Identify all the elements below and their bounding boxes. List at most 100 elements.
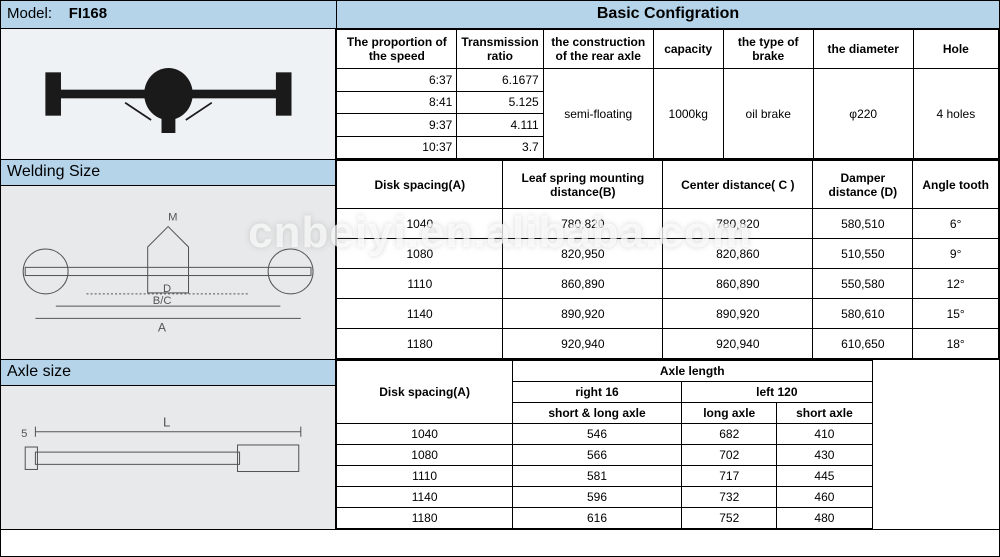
th-ratio: Transmission ratio: [457, 30, 543, 69]
svg-text:B/C: B/C: [153, 295, 172, 307]
svg-text:5: 5: [21, 428, 27, 440]
cell: 4.111: [457, 114, 543, 136]
cell: 410: [777, 424, 872, 445]
section-welding: Welding Size A B/C D M Dis: [1, 160, 999, 360]
cell: 920,940: [663, 329, 813, 359]
ah-disk: Disk spacing(A): [337, 361, 513, 424]
cell: 460: [777, 487, 872, 508]
th-diameter: the diameter: [813, 30, 913, 69]
cell: 1110: [337, 269, 503, 299]
cell: 8:41: [337, 91, 457, 113]
cell: 860,890: [503, 269, 663, 299]
th-construction: the construction of the rear axle: [543, 30, 653, 69]
th-capacity: capacity: [653, 30, 723, 69]
cell: 566: [512, 445, 681, 466]
ah-long: long axle: [682, 403, 777, 424]
axle-assembly-icon: [18, 42, 319, 146]
cell: 1140: [337, 487, 513, 508]
cell: 752: [682, 508, 777, 529]
cell: 717: [682, 466, 777, 487]
model-value: FI168: [69, 5, 107, 22]
cell: 682: [682, 424, 777, 445]
cell: 5.125: [457, 91, 543, 113]
cell: 890,920: [503, 299, 663, 329]
cell: 12°: [913, 269, 999, 299]
cell: 18°: [913, 329, 999, 359]
cell: 580,510: [813, 209, 913, 239]
cell: 15°: [913, 299, 999, 329]
wh-d: Damper distance (D): [813, 161, 913, 209]
cell: 1040: [337, 209, 503, 239]
th-hole: Hole: [913, 30, 998, 69]
cell: 702: [682, 445, 777, 466]
spec-sheet: Model: FI168 Basic Configration The prop…: [0, 0, 1000, 557]
welding-title: Welding Size: [1, 160, 335, 186]
config-title: Basic Configration: [337, 1, 999, 28]
svg-text:A: A: [158, 321, 167, 335]
ah-sl: short & long axle: [512, 403, 681, 424]
cell: 1110: [337, 466, 513, 487]
cell: 860,890: [663, 269, 813, 299]
cell: 3.7: [457, 136, 543, 159]
wh-angle: Angle tooth: [913, 161, 999, 209]
axle-diagram: L 5: [1, 386, 335, 529]
cell: 1180: [337, 508, 513, 529]
ah-len: Axle length: [512, 361, 872, 382]
th-brake: the type of brake: [723, 30, 813, 69]
cell-construction: semi-floating: [543, 69, 653, 159]
wh-c: Center distance( C ): [663, 161, 813, 209]
section-axle: Axle size L 5 Disk spacing(A) Axle lengt…: [1, 360, 999, 530]
product-image: [1, 29, 336, 159]
cell: 820,860: [663, 239, 813, 269]
cell: 430: [777, 445, 872, 466]
cell: 510,550: [813, 239, 913, 269]
wh-a: Disk spacing(A): [337, 161, 503, 209]
cell-brake: oil brake: [723, 69, 813, 159]
model-label: Model:: [7, 5, 52, 22]
svg-text:D: D: [163, 283, 171, 295]
cell: 780,820: [503, 209, 663, 239]
cell: 820,950: [503, 239, 663, 269]
cell-diameter: φ220: [813, 69, 913, 159]
cell: 732: [682, 487, 777, 508]
cell: 550,580: [813, 269, 913, 299]
model-cell: Model: FI168: [1, 1, 337, 28]
cell: 1140: [337, 299, 503, 329]
welding-table: Disk spacing(A) Leaf spring mounting dis…: [336, 160, 999, 359]
ah-short: short axle: [777, 403, 872, 424]
cell: 610,650: [813, 329, 913, 359]
cell: 596: [512, 487, 681, 508]
welding-diagram: A B/C D M: [1, 186, 335, 359]
cell: 480: [777, 508, 872, 529]
cell: 1080: [337, 239, 503, 269]
cell: 1180: [337, 329, 503, 359]
cell: 10:37: [337, 136, 457, 159]
cell: 581: [512, 466, 681, 487]
cell: 9:37: [337, 114, 457, 136]
svg-text:M: M: [168, 211, 177, 223]
ah-l120: left 120: [682, 382, 872, 403]
cell: 6°: [913, 209, 999, 239]
section-basic: The proportion of the speed Transmission…: [1, 29, 999, 160]
ah-r16: right 16: [512, 382, 681, 403]
cell: 546: [512, 424, 681, 445]
cell: 6.1677: [457, 69, 543, 91]
cell: 580,610: [813, 299, 913, 329]
cell: 1080: [337, 445, 513, 466]
axle-title: Axle size: [1, 360, 335, 386]
axle-table: Disk spacing(A) Axle length right 16 lef…: [336, 360, 999, 529]
axle-left: Axle size L 5: [1, 360, 336, 529]
svg-text:L: L: [163, 415, 170, 430]
wh-b: Leaf spring mounting distance(B): [503, 161, 663, 209]
cell: 890,920: [663, 299, 813, 329]
axle-shaft-icon: L 5: [15, 395, 321, 519]
header-row: Model: FI168 Basic Configration: [1, 1, 999, 29]
cell: 9°: [913, 239, 999, 269]
cell: 780,820: [663, 209, 813, 239]
cell: 920,940: [503, 329, 663, 359]
cell: 616: [512, 508, 681, 529]
cell: 1040: [337, 424, 513, 445]
welding-schematic-icon: A B/C D M: [15, 196, 321, 349]
cell: 6:37: [337, 69, 457, 91]
welding-left: Welding Size A B/C D M: [1, 160, 336, 359]
